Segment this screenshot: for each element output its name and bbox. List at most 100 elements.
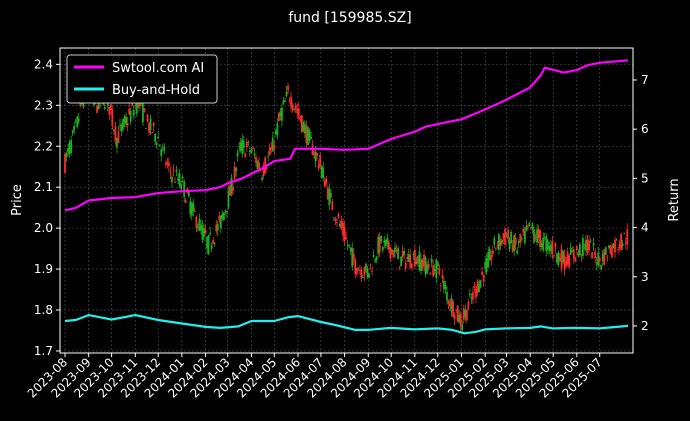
legend-label-swtool: Swtool.com AI — [112, 61, 204, 76]
candle-body — [131, 102, 134, 106]
candle-body — [265, 167, 268, 170]
candle-body — [534, 236, 537, 238]
candle-body — [421, 260, 424, 268]
y-tick-label-left: 1.9 — [34, 262, 53, 276]
candle-body — [332, 217, 335, 218]
candle-body — [146, 114, 149, 122]
candle-body — [160, 149, 163, 156]
candle-body — [219, 215, 222, 229]
candle-body — [548, 245, 551, 251]
legend-box — [66, 54, 218, 104]
candle-body — [560, 248, 563, 269]
candle-body — [224, 210, 227, 212]
candle-body — [496, 245, 499, 247]
candle-body — [511, 244, 514, 252]
candle-body — [342, 222, 344, 236]
candle-body — [267, 156, 270, 157]
candle-body — [209, 232, 212, 235]
candle-body — [215, 224, 218, 232]
candle-body — [530, 227, 532, 228]
candle-body — [308, 129, 311, 141]
candle-body — [470, 297, 473, 299]
candle-body — [143, 108, 146, 112]
y-tick-label-left: 2.0 — [34, 221, 53, 235]
candle-body — [299, 116, 302, 121]
candle-body — [575, 246, 578, 250]
candle-body — [378, 236, 381, 253]
candle-body — [252, 147, 254, 150]
candle-body — [473, 286, 476, 288]
candle-body — [180, 184, 183, 189]
candle-body — [497, 234, 500, 250]
candle-body — [161, 146, 164, 148]
candle-body — [600, 264, 603, 270]
candle-body — [268, 147, 271, 156]
candle-body — [583, 244, 586, 245]
y-tick-label-right: 5 — [641, 171, 649, 185]
candle-body — [554, 242, 557, 248]
candle-body — [149, 118, 152, 131]
candle-body — [183, 181, 186, 197]
candle-body — [198, 219, 201, 231]
candle-body — [531, 223, 534, 231]
candle-body — [424, 257, 427, 275]
candle-body — [305, 126, 308, 143]
candle-body — [432, 265, 435, 277]
candle-body — [119, 124, 121, 126]
y-tick-label-left: 2.4 — [34, 57, 53, 71]
candle-body — [582, 238, 584, 256]
y-tick-label-left: 1.8 — [34, 303, 53, 317]
candle-body — [169, 172, 172, 174]
candle-body — [213, 242, 216, 244]
candle-body — [216, 224, 219, 231]
candle-body — [574, 257, 577, 262]
candle-body — [74, 121, 77, 123]
candle-body — [456, 305, 459, 321]
candle-body — [184, 200, 187, 203]
candle-body — [476, 281, 479, 293]
candle-body — [288, 100, 291, 101]
y-tick-label-right: 2 — [641, 319, 649, 333]
candle-body — [458, 315, 461, 323]
candle-body — [453, 314, 456, 320]
candle-body — [365, 263, 367, 271]
candle-body — [204, 229, 207, 234]
candle-body — [218, 215, 221, 220]
candle-body — [478, 283, 480, 293]
candle-body — [559, 257, 561, 261]
candle-body — [363, 267, 366, 276]
candle-body — [568, 255, 571, 268]
candle-body — [314, 151, 317, 162]
candle-body — [556, 253, 558, 263]
legend: Swtool.com AI Buy-and-Hold — [66, 54, 218, 104]
candle-body — [226, 210, 228, 213]
candle-body — [255, 157, 257, 163]
candle-body — [417, 255, 419, 264]
candle-body — [167, 162, 170, 167]
candle-body — [527, 225, 529, 227]
candle-body — [273, 145, 276, 150]
candle-body — [588, 241, 590, 251]
candle-body — [562, 251, 564, 263]
candle-body — [250, 149, 253, 153]
candle-body — [395, 249, 398, 252]
candle-body — [412, 253, 415, 255]
candle-body — [108, 106, 111, 115]
candle-body — [284, 100, 286, 102]
candle-body — [468, 293, 471, 295]
candle-body — [566, 252, 569, 265]
candle-body — [285, 91, 288, 97]
series-line-swtool — [64, 59, 629, 212]
candle-body — [618, 244, 621, 249]
candle-body — [117, 131, 120, 143]
candle-body — [343, 226, 346, 242]
candle-body — [615, 239, 618, 241]
candle-body — [430, 258, 433, 263]
candle-body — [294, 105, 297, 110]
candle-body — [423, 254, 425, 266]
legend-label-buy-and-hold: Buy-and-Hold — [112, 83, 200, 98]
y-tick-label-left: 2.2 — [34, 139, 53, 153]
candle-body — [239, 142, 242, 151]
candle-body — [114, 126, 117, 141]
